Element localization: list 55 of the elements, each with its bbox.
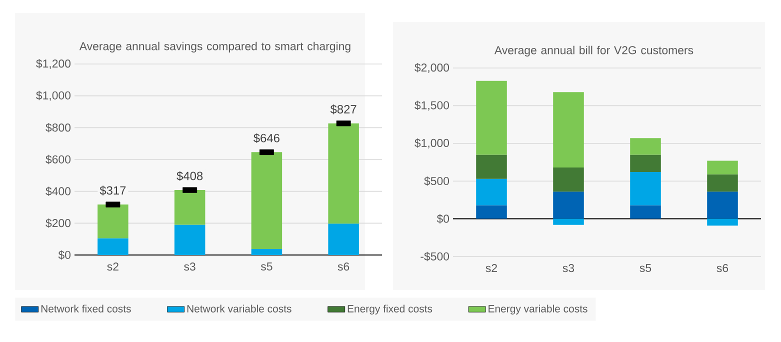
data-label: $408	[176, 171, 203, 181]
bar	[98, 238, 128, 255]
y-tick-label: -$500	[420, 252, 450, 262]
x-tick-label: s6	[716, 264, 728, 272]
y-tick-label: $1,200	[36, 59, 71, 69]
y-tick-label: $600	[46, 154, 71, 164]
y-tick-label: $2,000	[414, 63, 450, 73]
bar	[707, 174, 738, 192]
x-tick-label: s2	[107, 262, 118, 271]
bar	[630, 154, 661, 172]
data-label: $827	[330, 104, 356, 114]
y-tick-label: $1,000	[36, 90, 71, 101]
bar	[98, 204, 128, 238]
x-tick-label: s5	[260, 262, 272, 270]
bar	[174, 190, 206, 225]
bar	[553, 218, 584, 225]
bar	[707, 192, 738, 219]
legend-label: Energy variable costs	[488, 304, 588, 315]
legend-label: Energy fixed costs	[348, 304, 432, 315]
bar	[630, 138, 661, 155]
bar	[328, 123, 359, 224]
y-tick-label: $1,500	[414, 100, 450, 111]
bar	[553, 168, 584, 192]
bar	[707, 218, 738, 226]
legend-label: Network variable costs	[187, 304, 292, 312]
bar	[630, 172, 661, 206]
chart-title: Average annual bill for V2G customers	[494, 46, 694, 57]
bar	[251, 152, 282, 249]
data-label: $646	[254, 133, 280, 144]
bar	[476, 205, 507, 219]
bar	[174, 224, 206, 255]
legend-label: Network fixed costs	[41, 304, 131, 312]
bar	[553, 92, 584, 168]
chart-title: Average annual savings compared to smart charging	[79, 42, 350, 53]
bar	[630, 205, 661, 219]
x-tick-label: s5	[640, 264, 652, 272]
bar	[328, 224, 359, 255]
bar	[476, 154, 507, 179]
y-tick-label: $500	[424, 176, 450, 186]
bar	[553, 192, 584, 219]
x-tick-label: s3	[184, 262, 196, 271]
bar	[707, 160, 738, 174]
bar	[476, 80, 507, 155]
x-tick-label: s3	[562, 264, 574, 272]
y-tick-label: $400	[46, 186, 71, 196]
bar	[251, 248, 282, 255]
y-tick-label: $1,000	[414, 138, 450, 148]
y-tick-label: $0	[436, 214, 450, 224]
y-tick-label: $800	[46, 123, 71, 132]
y-tick-label: $0	[58, 250, 71, 260]
bar	[476, 178, 507, 206]
data-label: $317	[100, 186, 126, 196]
x-tick-label: s2	[486, 264, 497, 272]
x-tick-label: s6	[338, 262, 350, 271]
y-tick-label: $200	[46, 218, 71, 228]
